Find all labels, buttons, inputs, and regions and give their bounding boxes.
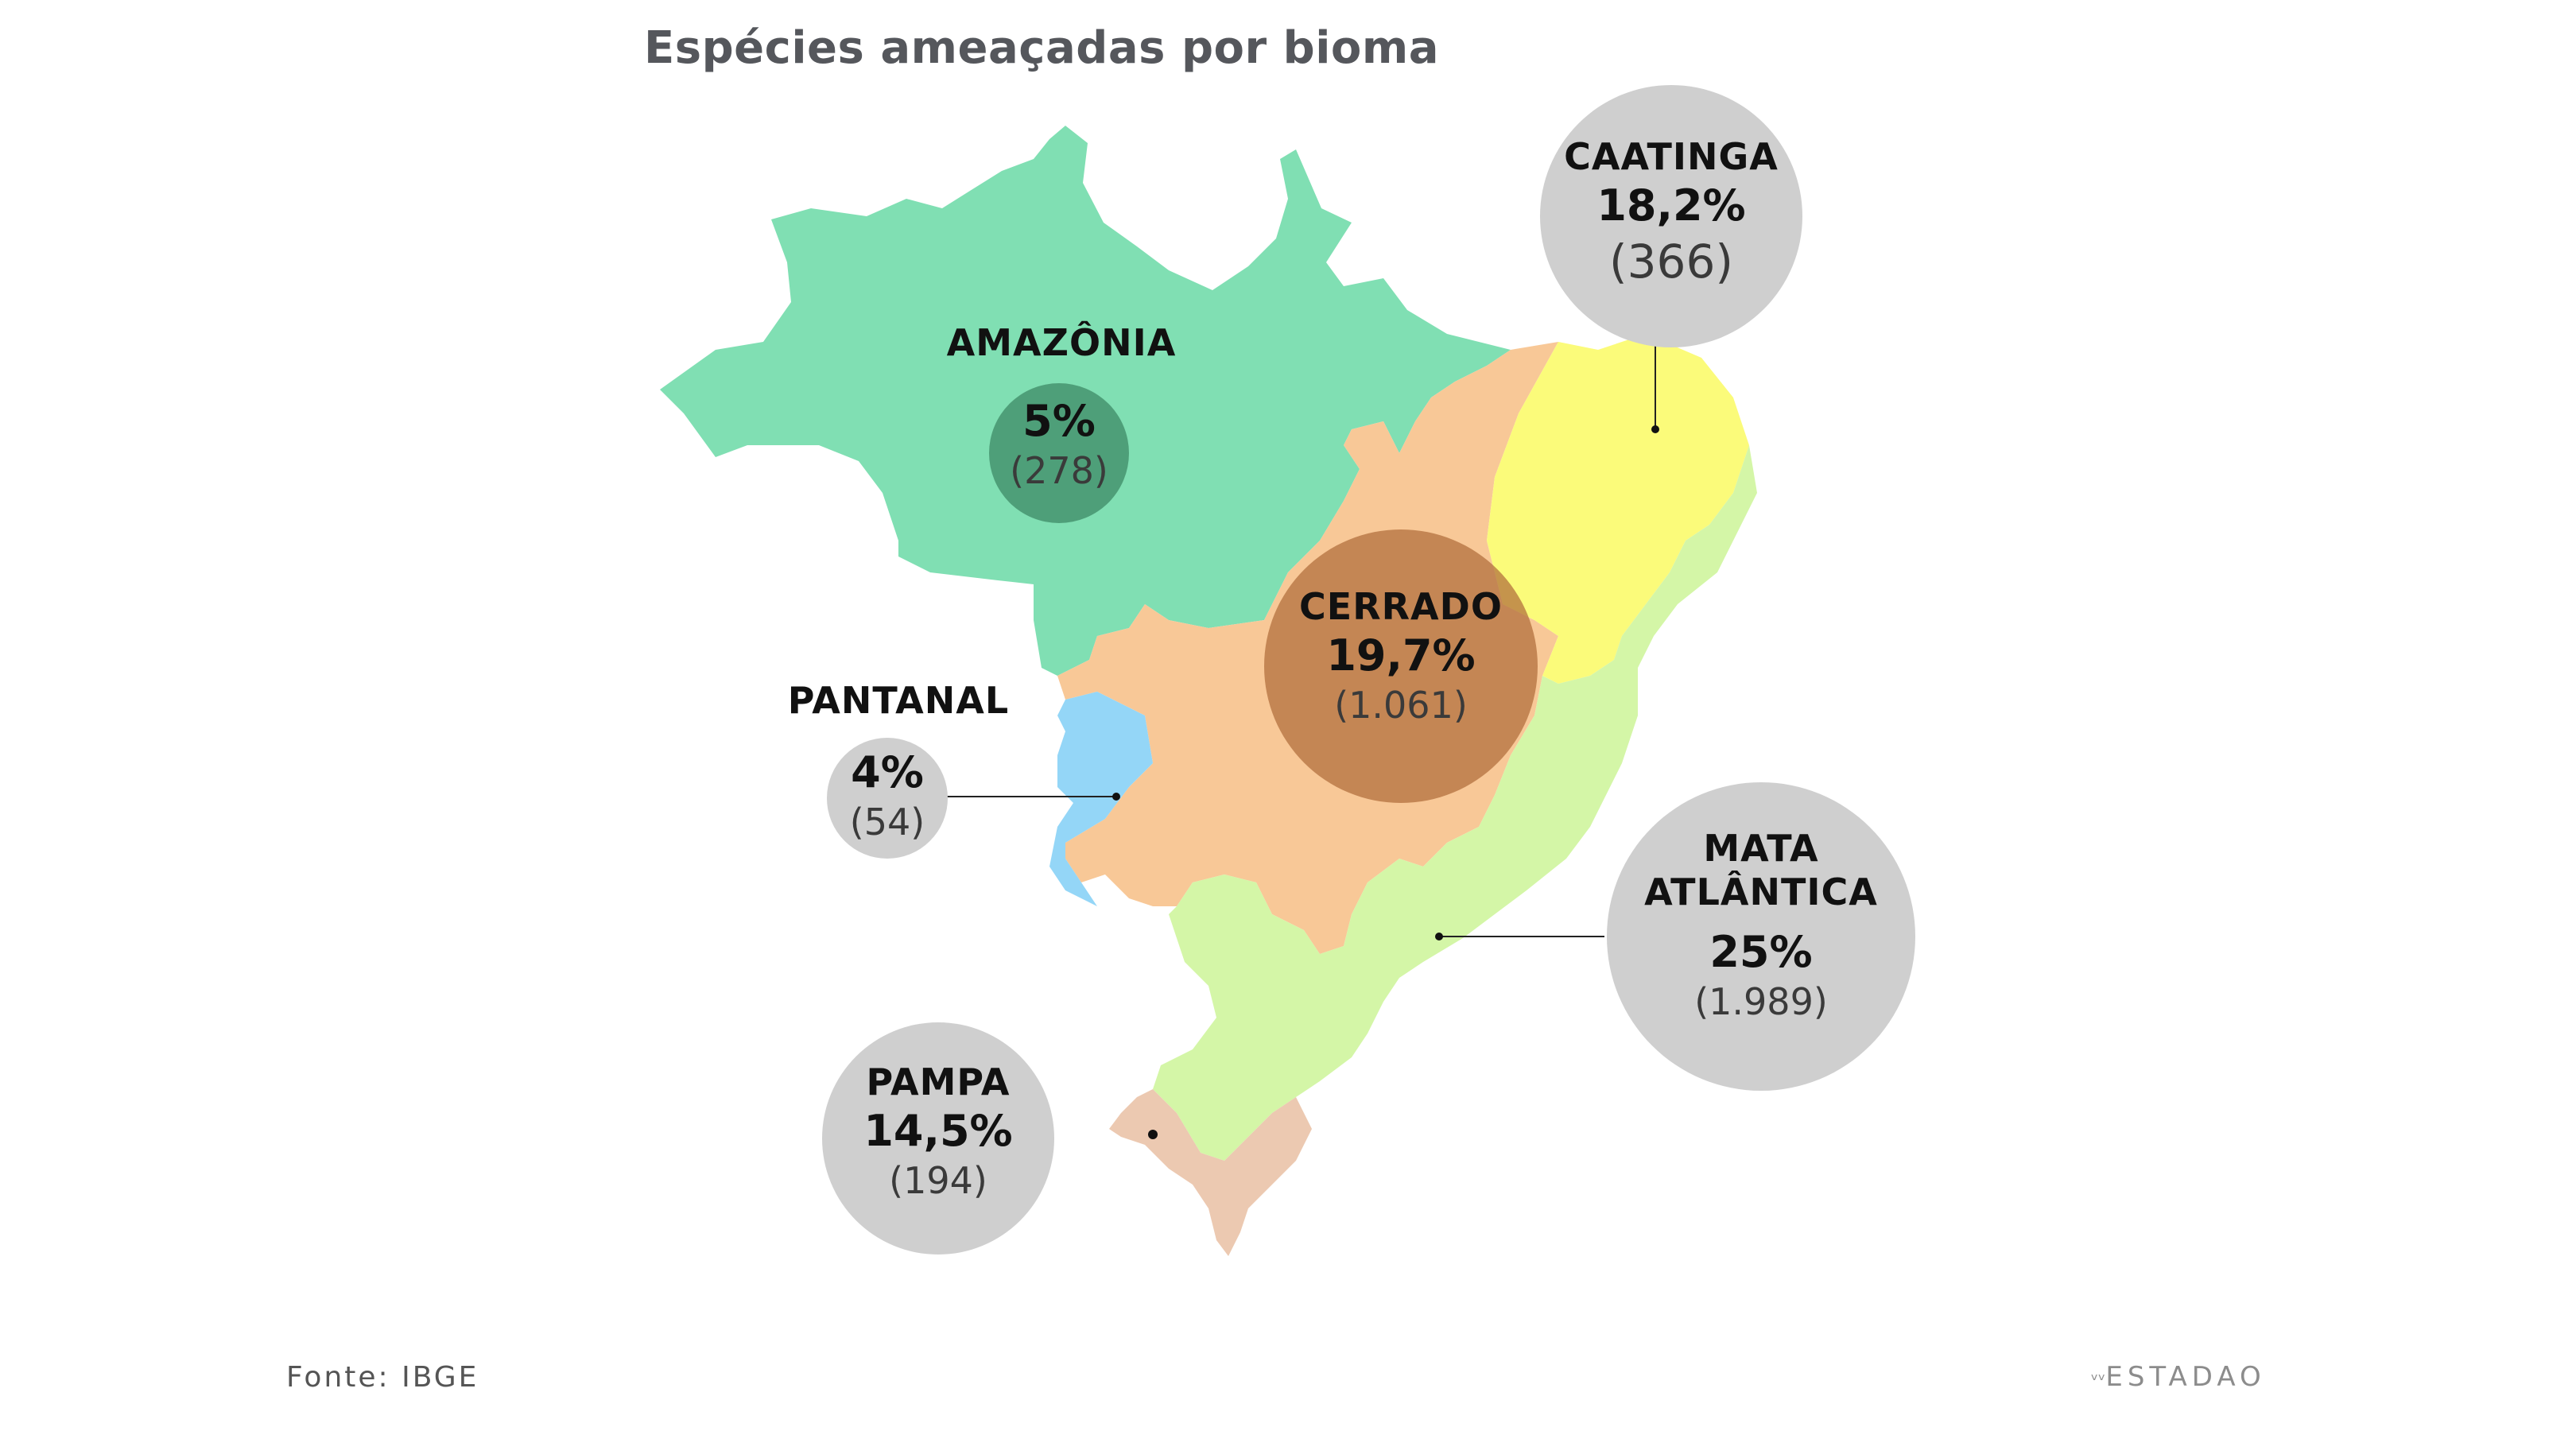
pantanal-count: (54) — [849, 800, 925, 843]
caatinga-name: CAATINGA — [1564, 135, 1779, 178]
mata-atlantica-label: MATA ATLÂNTICA 25% (1.989) — [1622, 827, 1900, 1025]
mata-atlantica-name-line1: MATA — [1703, 827, 1819, 870]
region-pampa — [1109, 1089, 1312, 1256]
pampa-leader-dot — [1148, 1130, 1158, 1139]
amazonia-count: (278) — [1010, 448, 1108, 492]
pantanal-bubble — [827, 738, 948, 859]
pantanal-name: PANTANAL — [787, 679, 1010, 722]
cerrado-bubble — [1264, 529, 1538, 803]
caatinga-bubble — [1540, 85, 1802, 347]
map-title: Espécies ameaçadas por bioma — [644, 22, 1440, 74]
pampa-percent: 14,5% — [863, 1106, 1013, 1157]
amazonia-values: 5% (278) — [964, 394, 1154, 494]
pampa-name: PAMPA — [866, 1061, 1011, 1103]
caatinga-label: CAATINGA 18,2% (366) — [1552, 135, 1790, 290]
mata-atlantica-leader-dot — [1435, 933, 1443, 940]
source-note: Fonte: IBGE — [286, 1361, 479, 1394]
pampa-bubble — [822, 1022, 1054, 1255]
brand-name: ESTADAO — [2105, 1361, 2266, 1393]
region-mata-atlantica — [1153, 445, 1757, 1161]
pampa-count: (194) — [889, 1158, 987, 1202]
brand-logo: ᵛᵛESTADAO — [2091, 1361, 2266, 1393]
mata-atlantica-percent: 25% — [1709, 927, 1813, 978]
pantanal-percent: 4% — [851, 747, 924, 797]
pantanal-leader-dot — [1112, 793, 1120, 801]
cerrado-count: (1.061) — [1334, 683, 1468, 727]
pampa-label: PAMPA 14,5% (194) — [827, 1061, 1049, 1204]
pantanal-values: 4% (54) — [827, 746, 948, 845]
caatinga-count: (366) — [1609, 234, 1733, 289]
region-pantanal — [1049, 692, 1153, 906]
amazonia-percent: 5% — [1022, 396, 1096, 446]
brand-mark-icon: ᵛᵛ — [2091, 1371, 2106, 1390]
caatinga-percent: 18,2% — [1596, 180, 1746, 231]
cerrado-name: CERRADO — [1299, 585, 1503, 628]
region-caatinga — [1487, 334, 1749, 684]
pantanal-name-label: PANTANAL — [763, 679, 1034, 723]
mata-atlantica-name-line2: ATLÂNTICA — [1644, 871, 1878, 914]
cerrado-percent: 19,7% — [1326, 630, 1476, 681]
cerrado-label: CERRADO 19,7% (1.061) — [1266, 585, 1536, 728]
caatinga-leader-dot — [1651, 425, 1659, 433]
amazonia-bubble — [989, 383, 1129, 523]
amazonia-name: AMAZÔNIA — [946, 321, 1177, 364]
mata-atlantica-bubble — [1607, 782, 1915, 1091]
mata-atlantica-count: (1.989) — [1694, 979, 1828, 1023]
